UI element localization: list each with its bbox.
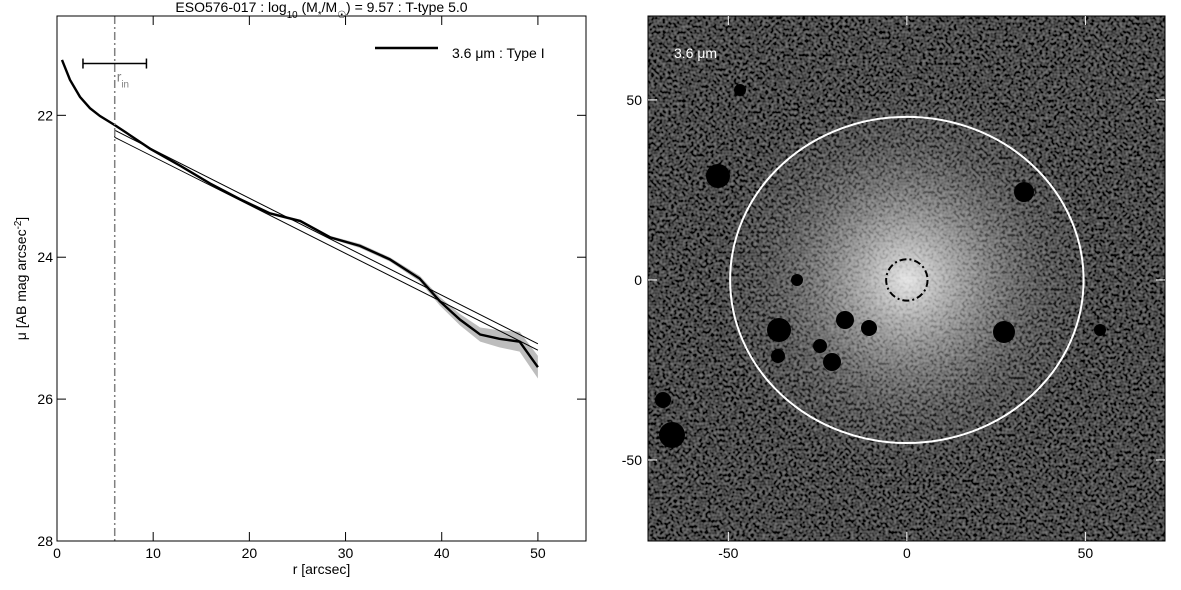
chart-title-part: (M [298,0,318,15]
x-tick-label: 50 [530,545,546,561]
mask [767,318,791,342]
y-tick-label: -50 [622,452,642,468]
chart-title-part: * [318,10,322,21]
mask [771,349,785,363]
legend-label: 3.6 μm : Type I [452,45,545,61]
y-tick-label: 50 [626,92,642,108]
mask [1014,182,1034,202]
fit-line [114,136,539,351]
y-tick-label: 24 [37,249,53,265]
y-axis-label-part: -2 [13,221,24,230]
x-tick-label: 50 [1078,545,1094,561]
y-axis-label: μ [AB mag arcsec-2] [13,217,30,340]
chart-title-part: ) = 9.57 : T-type 5.0 [346,0,468,15]
y-tick-label: 0 [634,272,642,288]
mask [734,84,746,96]
chart-title-part: ☉ [337,10,346,21]
y-axis-label-part: ] [13,217,29,221]
x-tick-label: 0 [903,545,911,561]
mask [659,422,685,448]
mask [823,353,841,371]
image [648,16,1165,541]
x-tick-label: 30 [338,545,354,561]
image-glow [648,16,1165,541]
y-tick-label: 26 [37,391,53,407]
mask [813,339,827,353]
error-band [62,59,538,379]
y-tick-label: 28 [37,533,53,549]
x-tick-label: 40 [434,545,450,561]
mask [655,392,671,408]
x-tick-label: 10 [145,545,161,561]
chart-title-part: ESO576-017 : log [175,0,286,15]
chart-title: ESO576-017 : log10 (M*/M☉) = 9.57 : T-ty… [175,0,467,21]
profile-line [60,59,539,368]
chart-title-part: /M [322,0,338,15]
x-tick-label: -50 [718,545,738,561]
r-in-label: rin [117,69,129,91]
mask [1094,324,1106,336]
mask [706,164,730,188]
fit-line [114,129,539,345]
chart-title-part: 10 [287,10,298,21]
mask [791,274,803,286]
y-axis-label-part: μ [AB mag arcsec [13,229,29,340]
plot-frame [56,15,587,542]
image-label: 3.6 μm [674,45,717,61]
r-in-label-part: r [117,69,122,85]
masks [655,84,1106,448]
x-axis-label: r [arcsec] [293,561,351,577]
mask [861,320,877,336]
y-tick-label: 22 [37,107,53,123]
r-in-label-part: in [121,79,129,90]
aperture [729,115,1085,445]
mask [836,311,854,329]
inner-aperture [885,258,929,302]
mask [993,321,1015,343]
x-tick-label: 20 [242,545,258,561]
x-tick-label: 0 [53,545,61,561]
